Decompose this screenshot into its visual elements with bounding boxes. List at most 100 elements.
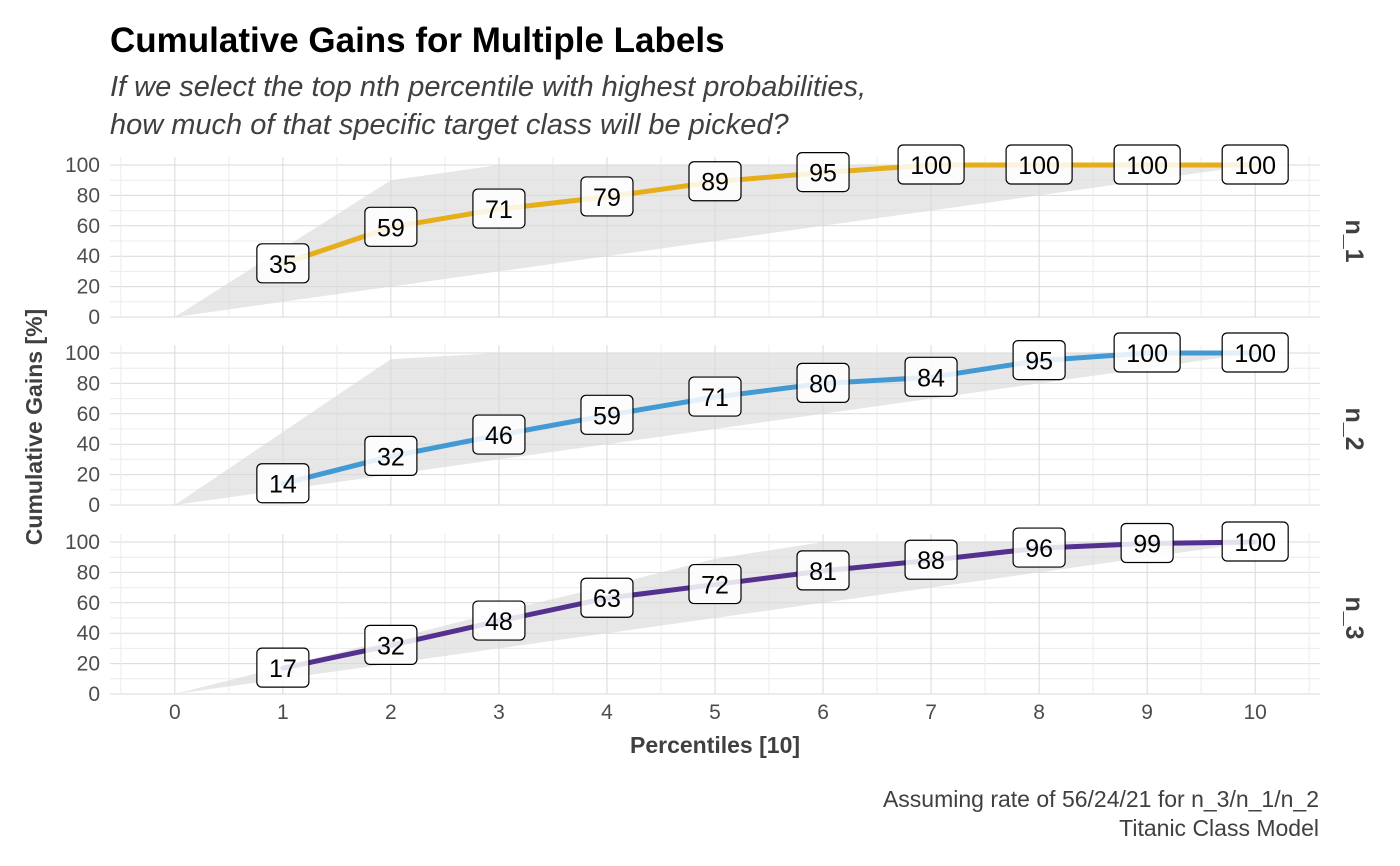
data-label: 95 (1012, 340, 1066, 381)
data-label-box (688, 161, 742, 202)
caption-line-2: Titanic Class Model (1119, 815, 1319, 841)
data-label-text: 95 (1025, 348, 1053, 376)
data-label-text: 96 (1025, 535, 1053, 563)
x-tick-label: 6 (817, 701, 829, 724)
data-label-box (472, 600, 526, 641)
data-label: 100 (1221, 144, 1289, 185)
data-label: 17 (256, 647, 310, 688)
data-label-box (472, 414, 526, 455)
data-label-text: 100 (1126, 152, 1168, 180)
data-label-box (1005, 144, 1073, 185)
data-label: 79 (580, 176, 634, 217)
data-label-text: 35 (269, 251, 297, 279)
data-label: 72 (688, 563, 742, 605)
data-label-box (256, 463, 310, 504)
data-label-box (796, 152, 850, 193)
data-label: 95 (796, 152, 850, 193)
data-label: 14 (256, 463, 310, 504)
panel-n_1: 0 20 40 60 80 100 35 59 71 79 89 95 100 100 100 100 n_1 (65, 144, 1368, 329)
data-label-text: 14 (269, 471, 297, 499)
data-label-box (1221, 521, 1289, 562)
data-label-text: 100 (1234, 529, 1276, 557)
data-label-text: 89 (701, 169, 729, 197)
data-label-box (1120, 522, 1174, 564)
y-tick-label: 40 (77, 622, 100, 645)
data-label-box (580, 176, 634, 217)
series-line-n_3 (280, 539, 1258, 671)
data-label: 63 (580, 577, 634, 618)
y-tick-label: 20 (77, 276, 100, 299)
data-label-text: 95 (809, 160, 837, 188)
data-label-box (1221, 332, 1289, 373)
data-label: 59 (364, 206, 418, 247)
facet-strip-label: n_3 (1340, 596, 1368, 639)
data-label: 71 (688, 376, 742, 417)
caption-line-1: Assuming rate of 56/24/21 for n_3/n_1/n_… (883, 786, 1319, 812)
y-tick-label: 100 (65, 154, 100, 177)
data-label: 81 (796, 550, 850, 591)
data-label-text: 46 (485, 422, 513, 450)
data-label-text: 100 (1126, 340, 1168, 368)
data-label-text: 81 (809, 558, 837, 586)
x-tick-label: 8 (1033, 701, 1045, 724)
data-label-text: 17 (269, 655, 297, 683)
data-label: 46 (472, 414, 526, 455)
y-tick-label: 60 (77, 403, 100, 426)
y-tick-label: 60 (77, 215, 100, 238)
data-label: 99 (1120, 522, 1174, 564)
data-label: 88 (904, 539, 958, 580)
data-label-box (580, 577, 634, 618)
data-label-box (688, 563, 742, 605)
y-tick-label: 0 (88, 306, 100, 329)
y-tick-label: 60 (77, 592, 100, 615)
panel-n_3: 0 20 40 60 80 100 17 32 48 63 72 81 88 96 99 100 n_3 (65, 521, 1368, 706)
data-label: 89 (688, 161, 742, 202)
data-label: 84 (904, 356, 958, 397)
data-label-box (688, 376, 742, 417)
facet-panels: 0 20 40 60 80 100 35 59 71 79 89 95 100 100 100 100 n_1 0… (65, 144, 1368, 706)
x-tick-label: 9 (1141, 701, 1153, 724)
data-label: 100 (1113, 332, 1181, 373)
data-label-box (796, 362, 850, 403)
y-tick-label: 40 (77, 433, 100, 456)
data-label-text: 59 (377, 214, 405, 242)
reference-band-n_3 (174, 542, 1256, 694)
data-label-text: 71 (485, 196, 513, 224)
series-line-n_2 (280, 350, 1258, 487)
facet-strip-label: n_1 (1340, 219, 1368, 262)
data-label: 59 (580, 394, 634, 435)
y-tick-label: 0 (88, 683, 100, 706)
data-label-text: 32 (377, 443, 405, 471)
data-label-text: 100 (1234, 152, 1276, 180)
data-label-box (580, 394, 634, 435)
data-label-text: 88 (917, 547, 945, 575)
data-label-box (1113, 144, 1181, 185)
data-label-text: 84 (917, 364, 945, 392)
chart-subtitle-line-1: If we select the top nth percentile with… (110, 71, 866, 103)
data-label: 100 (1005, 144, 1073, 185)
data-label-text: 99 (1133, 531, 1161, 559)
data-label-text: 80 (809, 370, 837, 398)
data-label: 32 (364, 624, 418, 665)
facet-strip-label: n_2 (1340, 407, 1368, 450)
data-label-box (1012, 340, 1066, 381)
data-label: 71 (472, 188, 526, 229)
data-label-box (1113, 332, 1181, 373)
data-label: 96 (1012, 527, 1066, 568)
data-label-text: 32 (377, 632, 405, 660)
y-tick-label: 80 (77, 184, 100, 207)
reference-band-n_2 (174, 353, 1256, 505)
x-tick-label: 1 (277, 701, 289, 724)
panel-n_2: 0 20 40 60 80 100 14 32 46 59 71 80 84 95 100 100 n_2 (65, 332, 1368, 517)
data-label: 100 (1221, 332, 1289, 373)
y-tick-label: 100 (65, 531, 100, 554)
chart-title: Cumulative Gains for Multiple Labels (110, 21, 725, 60)
data-label-text: 100 (1234, 340, 1276, 368)
data-label-text: 100 (1018, 152, 1060, 180)
data-label-text: 72 (701, 572, 729, 600)
data-label: 100 (1113, 144, 1181, 185)
data-label-box (897, 144, 965, 185)
y-tick-label: 80 (77, 372, 100, 395)
data-label-box (796, 550, 850, 591)
